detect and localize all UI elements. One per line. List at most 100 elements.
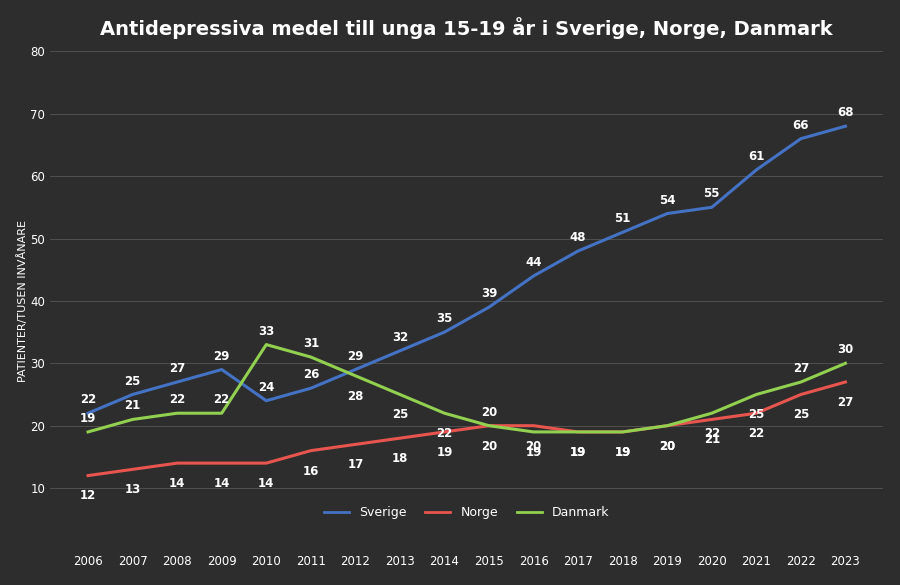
Text: 18: 18 [392, 452, 408, 465]
Line: Norge: Norge [88, 382, 845, 476]
Text: 20: 20 [526, 439, 542, 453]
Danmark [840, 360, 850, 367]
Text: 19: 19 [570, 446, 586, 459]
Norge [261, 460, 272, 467]
Norge [83, 472, 94, 479]
Text: 25: 25 [124, 374, 140, 387]
Text: 33: 33 [258, 325, 274, 338]
Sverige [439, 329, 450, 336]
Norge [840, 378, 850, 386]
Text: 61: 61 [748, 150, 764, 163]
Text: 48: 48 [570, 231, 587, 244]
Sverige [83, 410, 94, 417]
Sverige [840, 123, 850, 130]
Text: 22: 22 [748, 427, 764, 440]
Text: 21: 21 [704, 433, 720, 446]
Danmark [439, 410, 450, 417]
Sverige [528, 273, 539, 280]
Sverige [305, 385, 316, 392]
Danmark [706, 410, 717, 417]
Text: 19: 19 [80, 412, 96, 425]
Text: 30: 30 [837, 343, 853, 356]
Text: 39: 39 [481, 287, 497, 300]
Text: 20: 20 [659, 439, 675, 453]
Legend: Sverige, Norge, Danmark: Sverige, Norge, Danmark [324, 506, 609, 519]
Text: 19: 19 [615, 446, 631, 459]
Danmark [483, 422, 494, 429]
Text: 14: 14 [169, 477, 185, 490]
Norge [394, 435, 405, 442]
Text: 68: 68 [837, 106, 854, 119]
Text: 29: 29 [347, 350, 364, 363]
Norge [216, 460, 227, 467]
Text: 22: 22 [436, 427, 453, 440]
Sverige [572, 247, 583, 254]
Text: 32: 32 [392, 331, 408, 344]
Text: 51: 51 [615, 212, 631, 225]
Text: 19: 19 [436, 446, 453, 459]
Text: 27: 27 [793, 362, 809, 375]
Sverige [394, 347, 405, 355]
Text: 27: 27 [169, 362, 185, 375]
Line: Sverige: Sverige [88, 126, 845, 413]
Text: 55: 55 [704, 187, 720, 200]
Norge [796, 391, 806, 398]
Sverige [350, 366, 361, 373]
Text: 19: 19 [526, 446, 542, 459]
Sverige [172, 378, 183, 386]
Text: 22: 22 [169, 393, 185, 406]
Text: 28: 28 [347, 390, 364, 402]
Sverige [706, 204, 717, 211]
Text: 12: 12 [80, 490, 96, 503]
Norge [751, 410, 761, 417]
Danmark [572, 428, 583, 435]
Text: 44: 44 [526, 256, 542, 269]
Text: 21: 21 [124, 400, 140, 412]
Norge [172, 460, 183, 467]
Line: Danmark: Danmark [88, 345, 845, 432]
Text: 20: 20 [659, 439, 675, 453]
Text: 22: 22 [213, 393, 230, 406]
Text: 14: 14 [258, 477, 274, 490]
Text: 66: 66 [793, 119, 809, 132]
Danmark [751, 391, 761, 398]
Text: 16: 16 [302, 464, 319, 477]
Sverige [216, 366, 227, 373]
Text: 19: 19 [570, 446, 586, 459]
Text: 20: 20 [481, 439, 497, 453]
Text: 19: 19 [615, 446, 631, 459]
Text: 25: 25 [793, 408, 809, 421]
Danmark [127, 416, 138, 423]
Text: 17: 17 [347, 458, 364, 472]
Sverige [796, 135, 806, 142]
Norge [662, 422, 672, 429]
Danmark [394, 391, 405, 398]
Norge [617, 428, 628, 435]
Danmark [83, 428, 94, 435]
Text: 25: 25 [748, 408, 764, 421]
Danmark [350, 372, 361, 379]
Text: 14: 14 [213, 477, 230, 490]
Norge [483, 422, 494, 429]
Text: 13: 13 [124, 483, 140, 496]
Danmark [305, 353, 316, 360]
Text: 26: 26 [302, 369, 319, 381]
Text: 35: 35 [436, 312, 453, 325]
Norge [528, 422, 539, 429]
Sverige [261, 397, 272, 404]
Norge [572, 428, 583, 435]
Danmark [796, 378, 806, 386]
Title: Antidepressiva medel till unga 15-19 år i Sverige, Norge, Danmark: Antidepressiva medel till unga 15-19 år … [101, 16, 833, 39]
Danmark [617, 428, 628, 435]
Danmark [528, 428, 539, 435]
Norge [305, 447, 316, 454]
Text: 27: 27 [837, 396, 853, 409]
Sverige [127, 391, 138, 398]
Text: 31: 31 [302, 337, 319, 350]
Sverige [483, 304, 494, 311]
Sverige [751, 166, 761, 173]
Danmark [216, 410, 227, 417]
Danmark [172, 410, 183, 417]
Text: 22: 22 [80, 393, 96, 406]
Norge [350, 441, 361, 448]
